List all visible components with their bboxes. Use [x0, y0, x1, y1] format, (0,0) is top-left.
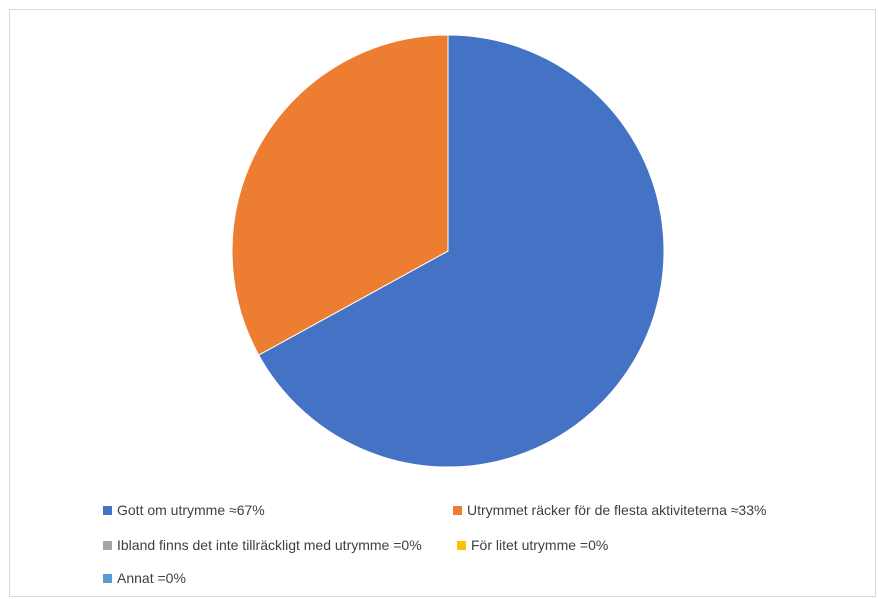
pie-slice-0: [258, 34, 665, 468]
legend-item-annat: Annat =0%: [103, 570, 186, 586]
legend-label: För litet utrymme =0%: [471, 537, 609, 553]
legend-swatch: [453, 505, 462, 515]
legend-label: Gott om utrymme ≈67%: [117, 502, 265, 518]
legend-item-gott-om-utrymme: Gott om utrymme ≈67%: [103, 502, 265, 518]
legend-item-utrymmet-racker: Utrymmet räcker för de flesta aktivitete…: [453, 502, 766, 518]
legend-swatch: [103, 540, 112, 550]
legend-item-for-litet-utrymme: För litet utrymme =0%: [457, 537, 608, 553]
legend-swatch: [103, 505, 112, 515]
legend-swatch: [457, 540, 466, 550]
legend-swatch: [103, 573, 112, 583]
legend-label: Utrymmet räcker för de flesta aktivitete…: [467, 502, 767, 518]
legend-item-ibland-inte-tillrackligt: Ibland finns det inte tillräckligt med u…: [103, 537, 422, 553]
pie-slice-1: [231, 34, 449, 356]
legend-label: Ibland finns det inte tillräckligt med u…: [117, 537, 422, 553]
legend-label: Annat =0%: [117, 570, 186, 586]
